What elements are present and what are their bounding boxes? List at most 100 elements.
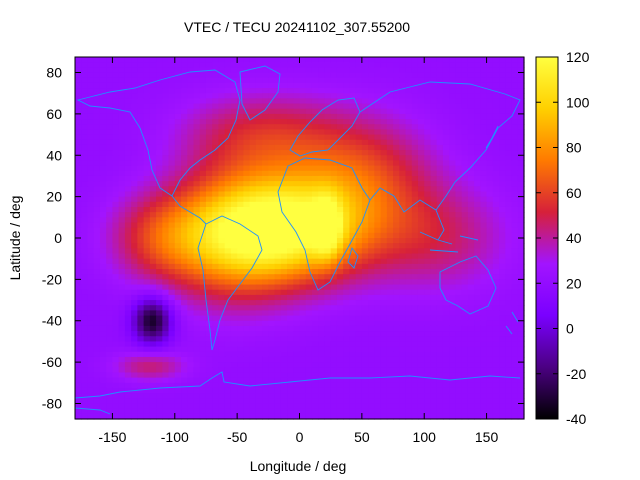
heatmap-cell [87, 206, 95, 213]
heatmap-cell [368, 155, 375, 162]
heatmap-cell [287, 253, 294, 260]
heatmap-cell [380, 139, 388, 146]
heatmap-cell [361, 362, 369, 368]
heatmap-cell [274, 325, 282, 332]
heatmap-cell [87, 377, 95, 384]
heatmap-cell [293, 294, 301, 301]
heatmap-cell [280, 139, 288, 146]
heatmap-cell [411, 315, 419, 322]
heatmap-cell [492, 124, 500, 130]
heatmap-cell [474, 186, 481, 193]
heatmap-cell [81, 150, 89, 156]
heatmap-cell [187, 294, 195, 301]
heatmap-cell [293, 346, 301, 353]
heatmap-cell [436, 258, 444, 265]
heatmap-cell [442, 232, 450, 239]
heatmap-cell [492, 201, 500, 208]
heatmap-cell [424, 191, 432, 198]
heatmap-cell [399, 160, 407, 167]
heatmap-cell [492, 191, 500, 198]
heatmap-cell [405, 387, 413, 394]
heatmap-cell [224, 139, 232, 146]
heatmap-cell [393, 387, 400, 394]
heatmap-cell [81, 144, 89, 151]
heatmap-cell [305, 382, 313, 389]
heatmap-cell [249, 387, 257, 394]
heatmap-cell [149, 103, 157, 110]
heatmap-cell [124, 279, 132, 286]
heatmap-cell [368, 258, 375, 265]
heatmap-cell [399, 165, 407, 172]
heatmap-cell [299, 108, 307, 115]
heatmap-cell [274, 134, 282, 141]
heatmap-cell [330, 227, 338, 234]
heatmap-cell [280, 325, 288, 332]
heatmap-cell [280, 315, 288, 322]
heatmap-cell [430, 175, 438, 182]
heatmap-cell [181, 238, 188, 244]
heatmap-cell [311, 134, 319, 141]
heatmap-cell [511, 372, 519, 379]
heatmap-cell [517, 279, 525, 286]
heatmap-cell [230, 341, 238, 348]
heatmap-cell [442, 377, 450, 384]
heatmap-cell [255, 196, 263, 203]
heatmap-cell [168, 93, 176, 99]
heatmap-cell [75, 408, 82, 415]
heatmap-cell [287, 124, 294, 130]
heatmap-cell [399, 263, 407, 270]
heatmap-cell [505, 382, 513, 389]
heatmap-cell [442, 222, 450, 229]
heatmap-cell [349, 150, 357, 156]
heatmap-cell [474, 98, 481, 105]
heatmap-cell [393, 336, 400, 343]
heatmap-cell [162, 160, 170, 167]
heatmap-cell [424, 196, 432, 203]
heatmap-cell [168, 243, 176, 249]
heatmap-cell [474, 150, 481, 156]
heatmap-cell [405, 88, 413, 94]
heatmap-cell [486, 227, 494, 234]
heatmap-cell [318, 310, 326, 317]
heatmap-cell [168, 139, 176, 146]
heatmap-cell [474, 181, 481, 187]
heatmap-cell [218, 212, 226, 218]
heatmap-cell [455, 346, 463, 353]
heatmap-cell [268, 67, 276, 74]
heatmap-cell [93, 119, 101, 125]
heatmap-cell [424, 160, 432, 167]
heatmap-cell [255, 170, 263, 177]
heatmap-cell [305, 294, 313, 301]
heatmap-cell [293, 232, 301, 239]
heatmap-cell [75, 377, 82, 384]
heatmap-cell [174, 248, 182, 255]
heatmap-cell [274, 341, 282, 348]
heatmap-cell [318, 67, 326, 74]
heatmap-cell [467, 196, 475, 203]
heatmap-cell [149, 294, 157, 301]
heatmap-cell [361, 289, 369, 296]
heatmap-cell [224, 186, 232, 193]
heatmap-cell [336, 108, 344, 115]
heatmap-cell [311, 331, 319, 337]
heatmap-cell [442, 258, 450, 265]
heatmap-cell [393, 77, 400, 84]
heatmap-cell [505, 206, 513, 213]
heatmap-cell [193, 248, 201, 255]
heatmap-cell [417, 289, 425, 296]
heatmap-cell [149, 88, 157, 94]
heatmap-cell [499, 77, 506, 84]
heatmap-cell [181, 57, 188, 63]
heatmap-cell [442, 331, 450, 337]
heatmap-cell [124, 155, 132, 162]
heatmap-cell [255, 98, 263, 105]
heatmap-cell [212, 362, 220, 368]
heatmap-cell [517, 113, 525, 120]
heatmap-cell [399, 82, 407, 89]
heatmap-cell [287, 382, 294, 389]
heatmap-cell [268, 403, 276, 410]
heatmap-cell [517, 238, 525, 244]
heatmap-cell [455, 320, 463, 327]
heatmap-cell [87, 88, 95, 94]
heatmap-cell [237, 336, 244, 343]
